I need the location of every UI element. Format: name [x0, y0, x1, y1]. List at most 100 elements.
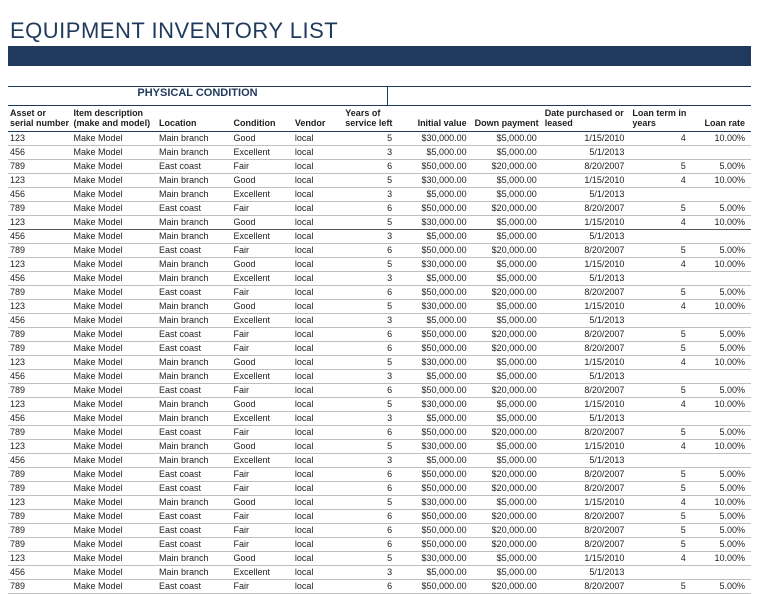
cell-cond: Good — [232, 495, 293, 509]
cell-desc: Make Model — [72, 327, 157, 341]
cell-term: 4 — [630, 397, 691, 411]
cell-term — [630, 229, 691, 243]
cell-asset: 456 — [8, 453, 72, 467]
col-initval: Initial value — [398, 106, 473, 131]
cell-term: 5 — [630, 243, 691, 257]
cell-date: 8/20/2007 — [543, 201, 631, 215]
cell-asset: 123 — [8, 173, 72, 187]
cell-date: 1/15/2010 — [543, 355, 631, 369]
cell-asset: 789 — [8, 467, 72, 481]
title-blue-bar — [8, 46, 751, 66]
cell-date: 1/15/2010 — [543, 131, 631, 145]
cell-initval: $5,000.00 — [398, 145, 473, 159]
cell-down: $5,000.00 — [473, 145, 543, 159]
cell-years: 6 — [343, 383, 398, 397]
cell-desc: Make Model — [72, 565, 157, 579]
cell-rate: 10.00% — [692, 215, 751, 229]
table-row: 123Make ModelMain branchGoodlocal5$30,00… — [8, 299, 751, 313]
cell-rate — [692, 369, 751, 383]
cell-initval: $50,000.00 — [398, 467, 473, 481]
cell-loc: East coast — [157, 159, 232, 173]
table-row: 456Make ModelMain branchExcellentlocal3$… — [8, 229, 751, 243]
cell-loc: Main branch — [157, 173, 232, 187]
cell-desc: Make Model — [72, 243, 157, 257]
table-row: 789Make ModelEast coastFairlocal6$50,000… — [8, 201, 751, 215]
cell-years: 5 — [343, 173, 398, 187]
cell-rate: 5.00% — [692, 537, 751, 551]
cell-asset: 123 — [8, 495, 72, 509]
cell-loc: Main branch — [157, 411, 232, 425]
cell-loc: Main branch — [157, 271, 232, 285]
cell-date: 5/1/2013 — [543, 453, 631, 467]
cell-initval: $50,000.00 — [398, 201, 473, 215]
section-header: PHYSICAL CONDITION — [8, 87, 388, 105]
cell-down: $20,000.00 — [473, 201, 543, 215]
cell-rate — [692, 145, 751, 159]
table-row: 123Make ModelMain branchGoodlocal5$30,00… — [8, 355, 751, 369]
cell-down: $5,000.00 — [473, 495, 543, 509]
cell-desc: Make Model — [72, 355, 157, 369]
cell-desc: Make Model — [72, 173, 157, 187]
cell-date: 8/20/2007 — [543, 467, 631, 481]
cell-loc: Main branch — [157, 551, 232, 565]
table-row: 456Make ModelMain branchExcellentlocal3$… — [8, 369, 751, 383]
cell-years: 3 — [343, 411, 398, 425]
cell-rate — [692, 271, 751, 285]
cell-desc: Make Model — [72, 439, 157, 453]
cell-term: 5 — [630, 285, 691, 299]
cell-asset: 789 — [8, 327, 72, 341]
cell-vendor: local — [293, 509, 343, 523]
cell-cond: Excellent — [232, 313, 293, 327]
cell-cond: Fair — [232, 383, 293, 397]
cell-loc: Main branch — [157, 215, 232, 229]
cell-down: $5,000.00 — [473, 565, 543, 579]
cell-down: $5,000.00 — [473, 439, 543, 453]
cell-date: 1/15/2010 — [543, 257, 631, 271]
cell-vendor: local — [293, 481, 343, 495]
col-term: Loan term in years — [630, 106, 691, 131]
cell-desc: Make Model — [72, 313, 157, 327]
cell-years: 6 — [343, 327, 398, 341]
section-header-row: PHYSICAL CONDITION — [8, 86, 751, 106]
cell-asset: 789 — [8, 523, 72, 537]
table-row: 456Make ModelMain branchExcellentlocal3$… — [8, 187, 751, 201]
cell-initval: $50,000.00 — [398, 243, 473, 257]
cell-desc: Make Model — [72, 579, 157, 593]
cell-vendor: local — [293, 523, 343, 537]
table-header-row: Asset or serial number Item description … — [8, 106, 751, 131]
cell-desc: Make Model — [72, 271, 157, 285]
cell-cond: Good — [232, 355, 293, 369]
cell-loc: Main branch — [157, 397, 232, 411]
cell-desc: Make Model — [72, 467, 157, 481]
cell-cond: Fair — [232, 425, 293, 439]
cell-rate: 10.00% — [692, 173, 751, 187]
cell-initval: $50,000.00 — [398, 523, 473, 537]
cell-rate: 5.00% — [692, 467, 751, 481]
col-loc: Location — [157, 106, 232, 131]
cell-rate: 5.00% — [692, 327, 751, 341]
cell-date: 8/20/2007 — [543, 383, 631, 397]
cell-loc: Main branch — [157, 313, 232, 327]
cell-initval: $50,000.00 — [398, 159, 473, 173]
cell-cond: Fair — [232, 481, 293, 495]
cell-asset: 456 — [8, 229, 72, 243]
cell-term: 5 — [630, 481, 691, 495]
cell-cond: Fair — [232, 509, 293, 523]
cell-asset: 789 — [8, 383, 72, 397]
cell-desc: Make Model — [72, 411, 157, 425]
cell-down: $5,000.00 — [473, 173, 543, 187]
cell-vendor: local — [293, 439, 343, 453]
cell-loc: East coast — [157, 425, 232, 439]
cell-down: $5,000.00 — [473, 271, 543, 285]
cell-initval: $5,000.00 — [398, 369, 473, 383]
cell-vendor: local — [293, 495, 343, 509]
cell-cond: Excellent — [232, 411, 293, 425]
cell-term: 4 — [630, 439, 691, 453]
table-row: 456Make ModelMain branchExcellentlocal3$… — [8, 145, 751, 159]
cell-years: 6 — [343, 523, 398, 537]
cell-initval: $50,000.00 — [398, 341, 473, 355]
cell-loc: Main branch — [157, 565, 232, 579]
cell-date: 5/1/2013 — [543, 187, 631, 201]
cell-initval: $5,000.00 — [398, 453, 473, 467]
cell-cond: Fair — [232, 537, 293, 551]
